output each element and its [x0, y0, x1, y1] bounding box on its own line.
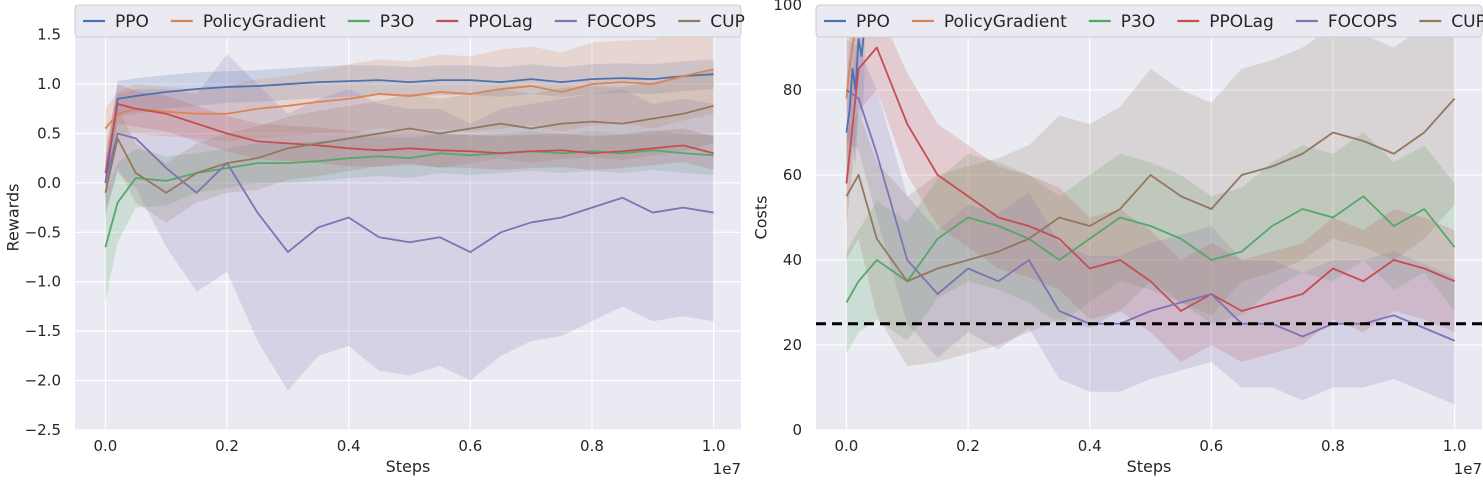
y-tick-label: 0.5	[37, 124, 61, 142]
x-axis-label: Steps	[386, 457, 431, 476]
band-p3o	[105, 130, 714, 302]
band-policygradient	[846, 5, 859, 163]
legend-label: FOCOPS	[587, 12, 656, 32]
x-tick-label: 0.2	[956, 437, 980, 455]
line-policygradient	[104, 68, 714, 130]
legend: PPO PolicyGradient P3O PPOLag FOCOPS CUP	[74, 4, 745, 38]
x-tick-label: 0.8	[1321, 437, 1345, 455]
legend-label: PPOLag	[468, 12, 533, 32]
legend-label: P3O	[380, 12, 414, 32]
x-axis-label: Steps	[1127, 457, 1172, 476]
line-focops	[104, 132, 714, 253]
band-policygradient	[105, 24, 714, 149]
plot-background	[816, 5, 1482, 430]
x-offset-label: 1e7	[1454, 460, 1482, 478]
y-tick-label: 40	[783, 251, 802, 269]
band-ppolag	[846, 5, 1455, 362]
costs-chart: 0.0 0.2 0.4 0.6 0.8 1.0 0 20 40 60 80 100 Steps Costs…	[752, 0, 1483, 478]
x-tick-label: 0.0	[834, 437, 858, 455]
x-tick-label: 0.8	[580, 437, 604, 455]
y-tick-label: 0	[792, 421, 802, 439]
y-axis-label: Rewards	[4, 184, 23, 252]
band-p3o	[846, 132, 1455, 354]
y-tick-label: −0.5	[25, 223, 61, 241]
line-ppolag	[845, 46, 1455, 312]
x-tick-label: 1.0	[1443, 437, 1467, 455]
y-tick-label: 1.5	[37, 26, 61, 44]
line-ppolag	[104, 102, 714, 174]
legend-label: PolicyGradient	[203, 12, 326, 32]
y-tick-label: 80	[783, 81, 802, 99]
y-tick-label: 100	[773, 0, 802, 14]
band-ppo	[105, 59, 714, 203]
legend-label: PolicyGradient	[944, 12, 1067, 32]
y-tick-label: −2.5	[25, 421, 61, 439]
y-tick-label: −1.0	[25, 273, 61, 291]
legend-label: PPO	[115, 12, 149, 32]
band-focops	[846, 39, 1455, 405]
x-tick-label: 0.4	[1078, 437, 1102, 455]
line-cup	[104, 104, 714, 194]
plot-area	[845, 5, 1456, 405]
x-tick-label: 0.4	[337, 437, 361, 455]
x-tick-label: 0.0	[93, 437, 117, 455]
legend-label: CUP	[1451, 12, 1483, 32]
y-tick-label: 0.0	[37, 174, 61, 192]
legend-label: PPO	[856, 12, 890, 32]
legend: PPO PolicyGradient P3O PPOLag FOCOPS CUP	[815, 4, 1483, 38]
y-tick-label: −1.5	[25, 322, 61, 340]
rewards-chart: 0.0 0.2 0.4 0.6 0.8 1.0 −2.5 −2.0 −1.5 −1.0 −0.5 0.…	[4, 4, 745, 478]
legend-box	[815, 4, 1483, 38]
x-tick-label: 0.2	[215, 437, 239, 455]
legend-label: PPOLag	[1209, 12, 1274, 32]
plot-background	[75, 5, 741, 430]
legend-label: P3O	[1121, 12, 1155, 32]
line-p3o	[845, 195, 1456, 303]
y-tick-label: 20	[783, 336, 802, 354]
x-offset-label: 1e7	[713, 460, 741, 478]
x-tick-label: 0.6	[1199, 437, 1223, 455]
band-cup	[846, 5, 1455, 367]
y-tick-label: 60	[783, 166, 802, 184]
band-ppolag	[105, 84, 714, 193]
line-cup	[845, 97, 1456, 283]
legend-box	[74, 4, 742, 38]
plot-area	[104, 24, 714, 391]
y-axis-label: Costs	[752, 196, 771, 240]
y-tick-label: −2.0	[25, 372, 61, 390]
y-tick-label: 1.0	[37, 75, 61, 93]
line-ppo	[104, 73, 714, 184]
band-focops	[105, 54, 714, 391]
band-cup	[105, 68, 714, 223]
x-tick-label: 0.6	[458, 437, 482, 455]
x-tick-label: 1.0	[702, 437, 726, 455]
legend-label: FOCOPS	[1328, 12, 1397, 32]
legend-label: CUP	[710, 12, 745, 32]
